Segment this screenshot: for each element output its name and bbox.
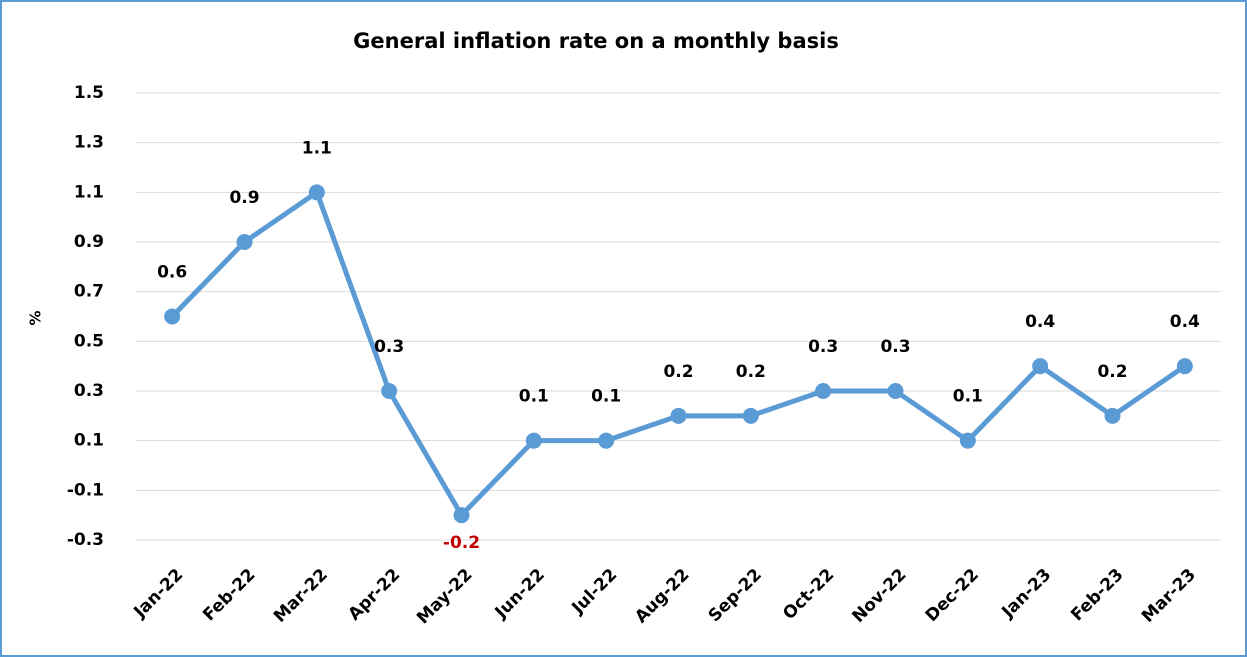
chart-title: General inflation rate on a monthly basi… bbox=[353, 29, 839, 53]
data-label: 0.2 bbox=[663, 362, 693, 382]
data-label: 0.1 bbox=[519, 387, 549, 407]
data-label: 0.2 bbox=[736, 362, 766, 382]
marker bbox=[598, 432, 615, 449]
data-label: 1.1 bbox=[302, 138, 332, 158]
marker bbox=[1176, 358, 1193, 375]
data-label: 0.3 bbox=[880, 337, 910, 357]
data-label: 0.1 bbox=[953, 387, 983, 407]
y-tick-label: -0.3 bbox=[67, 530, 104, 550]
data-label: 0.9 bbox=[229, 188, 259, 208]
y-tick-label: -0.1 bbox=[67, 480, 104, 500]
data-label: 0.3 bbox=[808, 337, 838, 357]
y-tick-label: 0.7 bbox=[74, 282, 104, 302]
marker bbox=[670, 407, 687, 424]
marker bbox=[742, 407, 759, 424]
y-tick-label: 0.3 bbox=[74, 381, 104, 401]
marker bbox=[1032, 358, 1049, 375]
y-tick-label: 0.9 bbox=[74, 232, 104, 252]
y-axis-label: % bbox=[27, 310, 45, 325]
y-tick-label: 1.1 bbox=[74, 182, 104, 202]
y-tick-label: 1.3 bbox=[74, 133, 104, 153]
marker bbox=[887, 383, 904, 399]
data-label: 0.4 bbox=[1025, 312, 1055, 332]
marker bbox=[525, 432, 542, 449]
marker bbox=[1104, 407, 1121, 424]
marker bbox=[308, 184, 325, 201]
data-label: 0.4 bbox=[1170, 312, 1200, 332]
marker bbox=[381, 383, 398, 399]
data-label: 0.1 bbox=[591, 387, 621, 407]
y-tick-label: 1.5 bbox=[74, 83, 104, 103]
data-label: 0.2 bbox=[1097, 362, 1127, 382]
data-label: 0.6 bbox=[157, 263, 187, 283]
marker bbox=[164, 308, 181, 325]
y-tick-label: 0.1 bbox=[74, 431, 104, 451]
marker bbox=[453, 507, 470, 524]
data-label: -0.2 bbox=[443, 533, 480, 553]
data-label: 0.3 bbox=[374, 337, 404, 357]
y-tick-label: 0.5 bbox=[74, 331, 104, 351]
marker bbox=[236, 234, 253, 250]
marker bbox=[959, 432, 976, 449]
marker bbox=[815, 383, 832, 399]
